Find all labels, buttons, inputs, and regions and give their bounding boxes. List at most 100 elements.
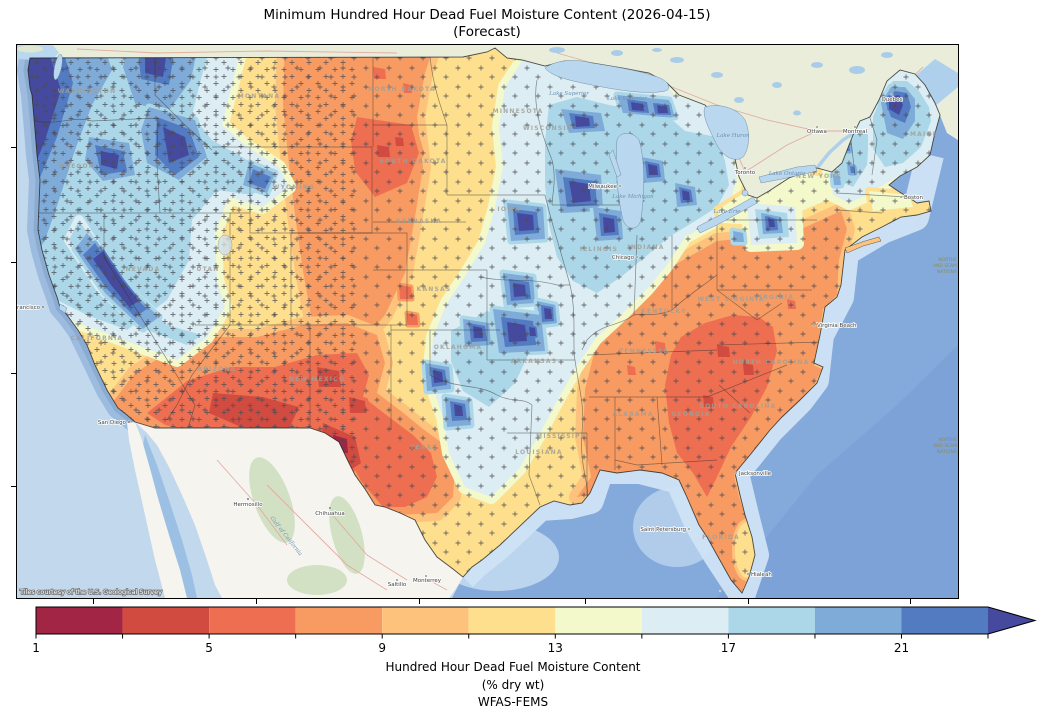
state-label: CALIFORNIA: [71, 335, 124, 342]
state-label: SOUTH DAKOTA: [379, 158, 446, 165]
city-label: Hermosillo: [233, 502, 263, 508]
colorbar-segment: [122, 607, 210, 634]
colorbar-segment: [209, 607, 296, 634]
colorbar-outline: [35, 606, 1037, 635]
colorbar-tick-label: 13: [548, 641, 563, 655]
state-label: TEXAS: [410, 444, 438, 451]
state-label: NORTH CAROLINA: [733, 359, 810, 366]
x-axis-tick: [256, 599, 257, 604]
mexico-terrain: [249, 457, 365, 595]
lake-huron: [703, 105, 749, 160]
lake-label: Lake Michigan: [611, 194, 654, 200]
state-label: MISSISSIPPI: [536, 433, 590, 440]
state-boundaries: [31, 56, 908, 506]
state-label: TENNESSEE: [619, 348, 669, 355]
lake-label: Lake Superior: [606, 96, 647, 102]
state-label: WISCONSIN: [523, 125, 573, 132]
great-lakes: [53, 54, 818, 314]
florida-keys: [719, 590, 737, 598]
lake-label: Lake Huron: [715, 133, 750, 139]
lake-superior: [544, 60, 670, 93]
state-label: ARKANSAS: [511, 358, 557, 365]
city-label: Jacksonville: [738, 471, 772, 477]
mexico-land: [135, 422, 463, 598]
canada-land: [17, 45, 958, 198]
colorbar-tick-label: 21: [894, 641, 909, 655]
x-axis-tick: [585, 599, 586, 604]
x-axis-tick: [748, 599, 749, 604]
colorbar-tick-label: 1: [32, 641, 40, 655]
marine-label: NORTHE: [938, 437, 957, 443]
state-label: NEW MEXICO: [289, 376, 345, 383]
colorbar-segment: [814, 607, 902, 634]
y-axis-tick: [11, 373, 16, 374]
city-label: Hialeah: [751, 572, 772, 578]
state-label: IOWA: [497, 206, 520, 213]
state-label: KENTUCKY: [641, 308, 687, 315]
city-label: Montreal: [843, 129, 868, 135]
colorbar-segment: [36, 607, 123, 634]
state-label: ARIZONA: [197, 366, 236, 373]
city-label: Quebec: [881, 97, 902, 103]
marine-label: NATIONA: [937, 449, 958, 455]
figure-title-line1: Minimum Hundred Hour Dead Fuel Moisture …: [263, 7, 711, 23]
canada-lakes: [549, 47, 893, 116]
green-bay: [608, 149, 622, 178]
colorbar-extend-arrow: [988, 607, 1035, 634]
long-island: [844, 236, 882, 254]
y-axis-tick: [11, 147, 16, 148]
puget-sound: [53, 54, 63, 80]
state-label: SOUTH CAROLINA: [700, 403, 777, 410]
state-label: NEVADA: [126, 266, 161, 273]
colorbar-caption-line2: (% dry wt): [481, 677, 545, 692]
city-label: Monterrey: [413, 578, 442, 584]
city-label: Virginia Beach: [817, 323, 857, 329]
map-canvas: WASHINGTON OREGON CALIFORNIA NEVADA UTAH…: [2, 45, 958, 607]
colorbar-segment: [295, 607, 383, 634]
atlantic-deepest: [717, 345, 958, 598]
state-label: NEW YORK: [796, 173, 842, 180]
colorbar-tick-labels: 1 5 9 13 17 21: [32, 641, 909, 655]
colorbar-tick-label: 17: [721, 641, 736, 655]
state-label: MONTANA: [238, 93, 280, 100]
colorbar-tick-label: 5: [205, 641, 213, 655]
city-label: Saltillo: [388, 582, 407, 588]
state-label: KANSAS: [417, 286, 452, 293]
baja-california: [127, 422, 187, 598]
map-attribution: Tiles courtesy of the U.S. Geological Su…: [19, 588, 162, 596]
marine-area-labels: NORTHE AND SEAM NATIONA NORTHE AND SEAM …: [933, 257, 958, 455]
city-label: Boston: [904, 195, 924, 201]
figure-title: Minimum Hundred Hour Dead Fuel Moisture …: [0, 7, 974, 41]
colorbar-caption: Hundred Hour Dead Fuel Moisture Content …: [0, 659, 1026, 712]
colorbar-caption-line1: Hundred Hour Dead Fuel Moisture Content: [385, 660, 641, 674]
colorbar-segment: [555, 607, 642, 634]
colorbar-tick-label: 9: [378, 641, 386, 655]
state-label: GEORGIA: [672, 411, 711, 418]
mexico-roads: [216, 459, 448, 591]
marine-label: AND SEAM: [933, 443, 957, 449]
state-label: MAINE: [910, 131, 938, 138]
city-label: San Diego: [98, 420, 127, 426]
state-label: UTAH: [197, 266, 220, 273]
lake-label: Lake Ontario: [768, 171, 806, 177]
x-axis-tick: [419, 599, 420, 604]
state-label: ILLINOIS: [580, 246, 618, 253]
state-label: VIRGINIA: [754, 294, 794, 301]
state-labels: WASHINGTON OREGON CALIFORNIA NEVADA UTAH…: [58, 86, 938, 541]
state-label: FLORIDA: [702, 534, 740, 541]
colorbar-segment: [728, 607, 815, 634]
city-labels: San Francisco San Diego Hermosillo Chihu…: [2, 93, 924, 589]
state-label: OKLAHOMA: [434, 344, 483, 351]
lake-erie: [696, 196, 758, 234]
colorbar-caption-line3: WFAS-FEMS: [477, 695, 549, 709]
city-label: Ottawa: [807, 129, 827, 135]
colorbar-segment: [468, 607, 556, 634]
y-axis-tick: [11, 262, 16, 263]
lake-st-clair: [741, 189, 749, 197]
state-label: WEST VIRGINIA: [697, 296, 764, 303]
colorbar-segment: [641, 607, 729, 634]
city-label: Toronto: [734, 170, 756, 176]
great-salt-lake: [217, 234, 233, 256]
state-label: LOUISIANA: [515, 449, 562, 456]
state-label: OREGON: [59, 163, 95, 170]
